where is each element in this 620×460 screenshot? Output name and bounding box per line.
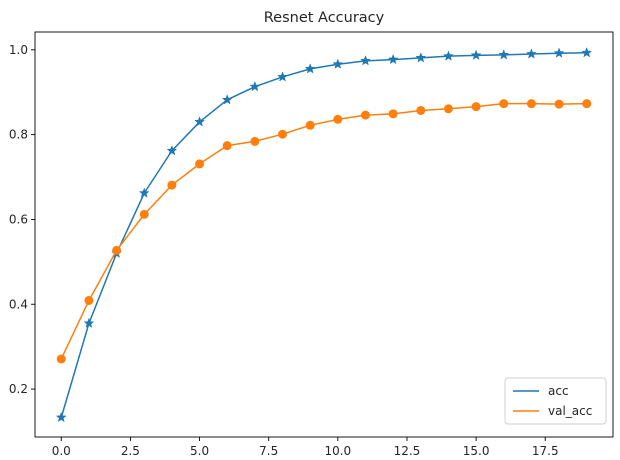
legend-box	[504, 377, 607, 425]
data-point-acc	[304, 63, 316, 74]
series-line-acc	[60, 52, 587, 418]
data-point-val_acc	[167, 180, 177, 190]
data-point-val_acc	[416, 105, 426, 115]
data-point-val_acc	[388, 109, 398, 119]
data-point-val_acc	[222, 141, 232, 151]
data-point-val_acc	[250, 136, 260, 146]
data-point-val_acc	[305, 120, 315, 130]
data-point-acc	[221, 94, 233, 105]
data-point-acc	[194, 116, 205, 127]
data-point-val_acc	[139, 209, 149, 219]
data-point-acc	[332, 58, 344, 69]
y-tick-label: 0.2	[9, 382, 28, 396]
x-tick-label: 5.0	[190, 444, 209, 458]
data-point-acc	[166, 145, 178, 156]
data-point-val_acc	[526, 99, 536, 109]
series-line-val_acc	[60, 102, 587, 360]
data-point-val_acc	[195, 159, 205, 169]
x-tick-label: 2.5	[121, 444, 140, 458]
legend-label-val_acc: val_acc	[548, 404, 592, 418]
y-tick-label: 0.8	[9, 128, 28, 142]
data-point-val_acc	[56, 354, 66, 364]
data-point-acc	[360, 55, 371, 66]
x-tick-label: 15.0	[463, 444, 490, 458]
data-point-acc	[138, 187, 150, 198]
data-point-acc	[470, 49, 482, 60]
legend: acc val_acc	[504, 377, 607, 425]
x-tick-label: 7.5	[259, 444, 278, 458]
data-point-acc	[553, 47, 565, 58]
y-tick-label: 0.6	[9, 212, 28, 226]
data-point-val_acc	[333, 114, 343, 124]
x-tick-label: 12.5	[394, 444, 421, 458]
series-acc	[55, 47, 593, 423]
data-point-acc	[415, 52, 427, 63]
series-val_acc	[56, 99, 592, 364]
x-tick-label: 0.0	[52, 444, 71, 458]
plot-frame	[34, 31, 614, 438]
x-axis: 0.0 2.5 5.0 7.5 10.0 12.5 15.0 17.5	[52, 437, 559, 458]
x-tick-label: 10.0	[324, 444, 351, 458]
data-point-acc	[55, 411, 67, 423]
data-point-val_acc	[582, 99, 592, 109]
y-tick-label: 0.4	[9, 297, 28, 311]
data-point-val_acc	[360, 110, 370, 120]
legend-label-acc: acc	[548, 384, 569, 398]
data-point-acc	[387, 53, 399, 65]
data-point-val_acc	[471, 102, 481, 112]
data-point-val_acc	[112, 245, 122, 255]
x-tick-label: 17.5	[532, 444, 559, 458]
data-point-val_acc	[84, 295, 94, 305]
data-point-acc	[581, 47, 593, 58]
chart-title: Resnet Accuracy	[264, 10, 385, 26]
data-point-val_acc	[278, 129, 288, 139]
data-point-acc	[83, 317, 95, 328]
data-point-acc	[498, 49, 510, 60]
data-point-val_acc	[554, 99, 564, 109]
data-point-val_acc	[443, 104, 453, 114]
data-point-acc	[249, 80, 261, 92]
data-point-acc	[277, 71, 288, 82]
data-point-val_acc	[499, 99, 509, 109]
y-tick-label: 1.0	[9, 43, 28, 57]
y-axis: 0.2 0.4 0.6 0.8 1.0	[9, 43, 35, 396]
data-point-acc	[525, 48, 537, 59]
data-point-acc	[443, 50, 454, 61]
